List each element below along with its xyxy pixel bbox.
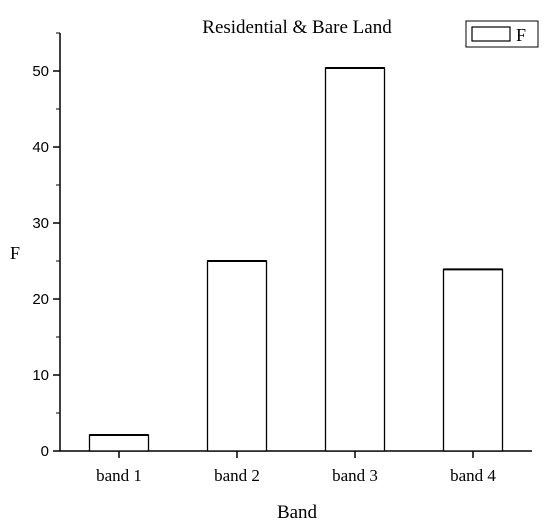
x-ticks: band 1 band 2 band 3 band 4 [96, 451, 496, 485]
y-tick-label: 40 [32, 139, 49, 156]
x-tick-label: band 1 [96, 466, 142, 485]
bar-band-1 [88, 434, 150, 452]
y-ticks: 0 10 20 30 40 50 [32, 32, 60, 460]
x-tick-label: band 4 [450, 466, 496, 485]
x-axis-label: Band [277, 502, 318, 523]
bar-band-3 [324, 67, 386, 452]
legend-label: F [516, 25, 526, 45]
y-tick-label: 0 [41, 443, 49, 460]
chart-title: Residential & Bare Land [202, 17, 392, 38]
y-tick-label: 30 [32, 215, 49, 232]
legend-swatch [471, 26, 511, 42]
legend: F [465, 20, 539, 48]
y-axis-label: F [10, 243, 20, 263]
x-tick-label: band 2 [214, 466, 260, 485]
x-tick-label: band 3 [332, 466, 378, 485]
y-tick-label: 50 [32, 63, 49, 80]
bar-band-2 [206, 260, 268, 452]
bar-band-4 [442, 268, 504, 452]
y-tick-label: 10 [32, 367, 49, 384]
y-tick-label: 20 [32, 291, 49, 308]
bars [88, 66, 504, 452]
